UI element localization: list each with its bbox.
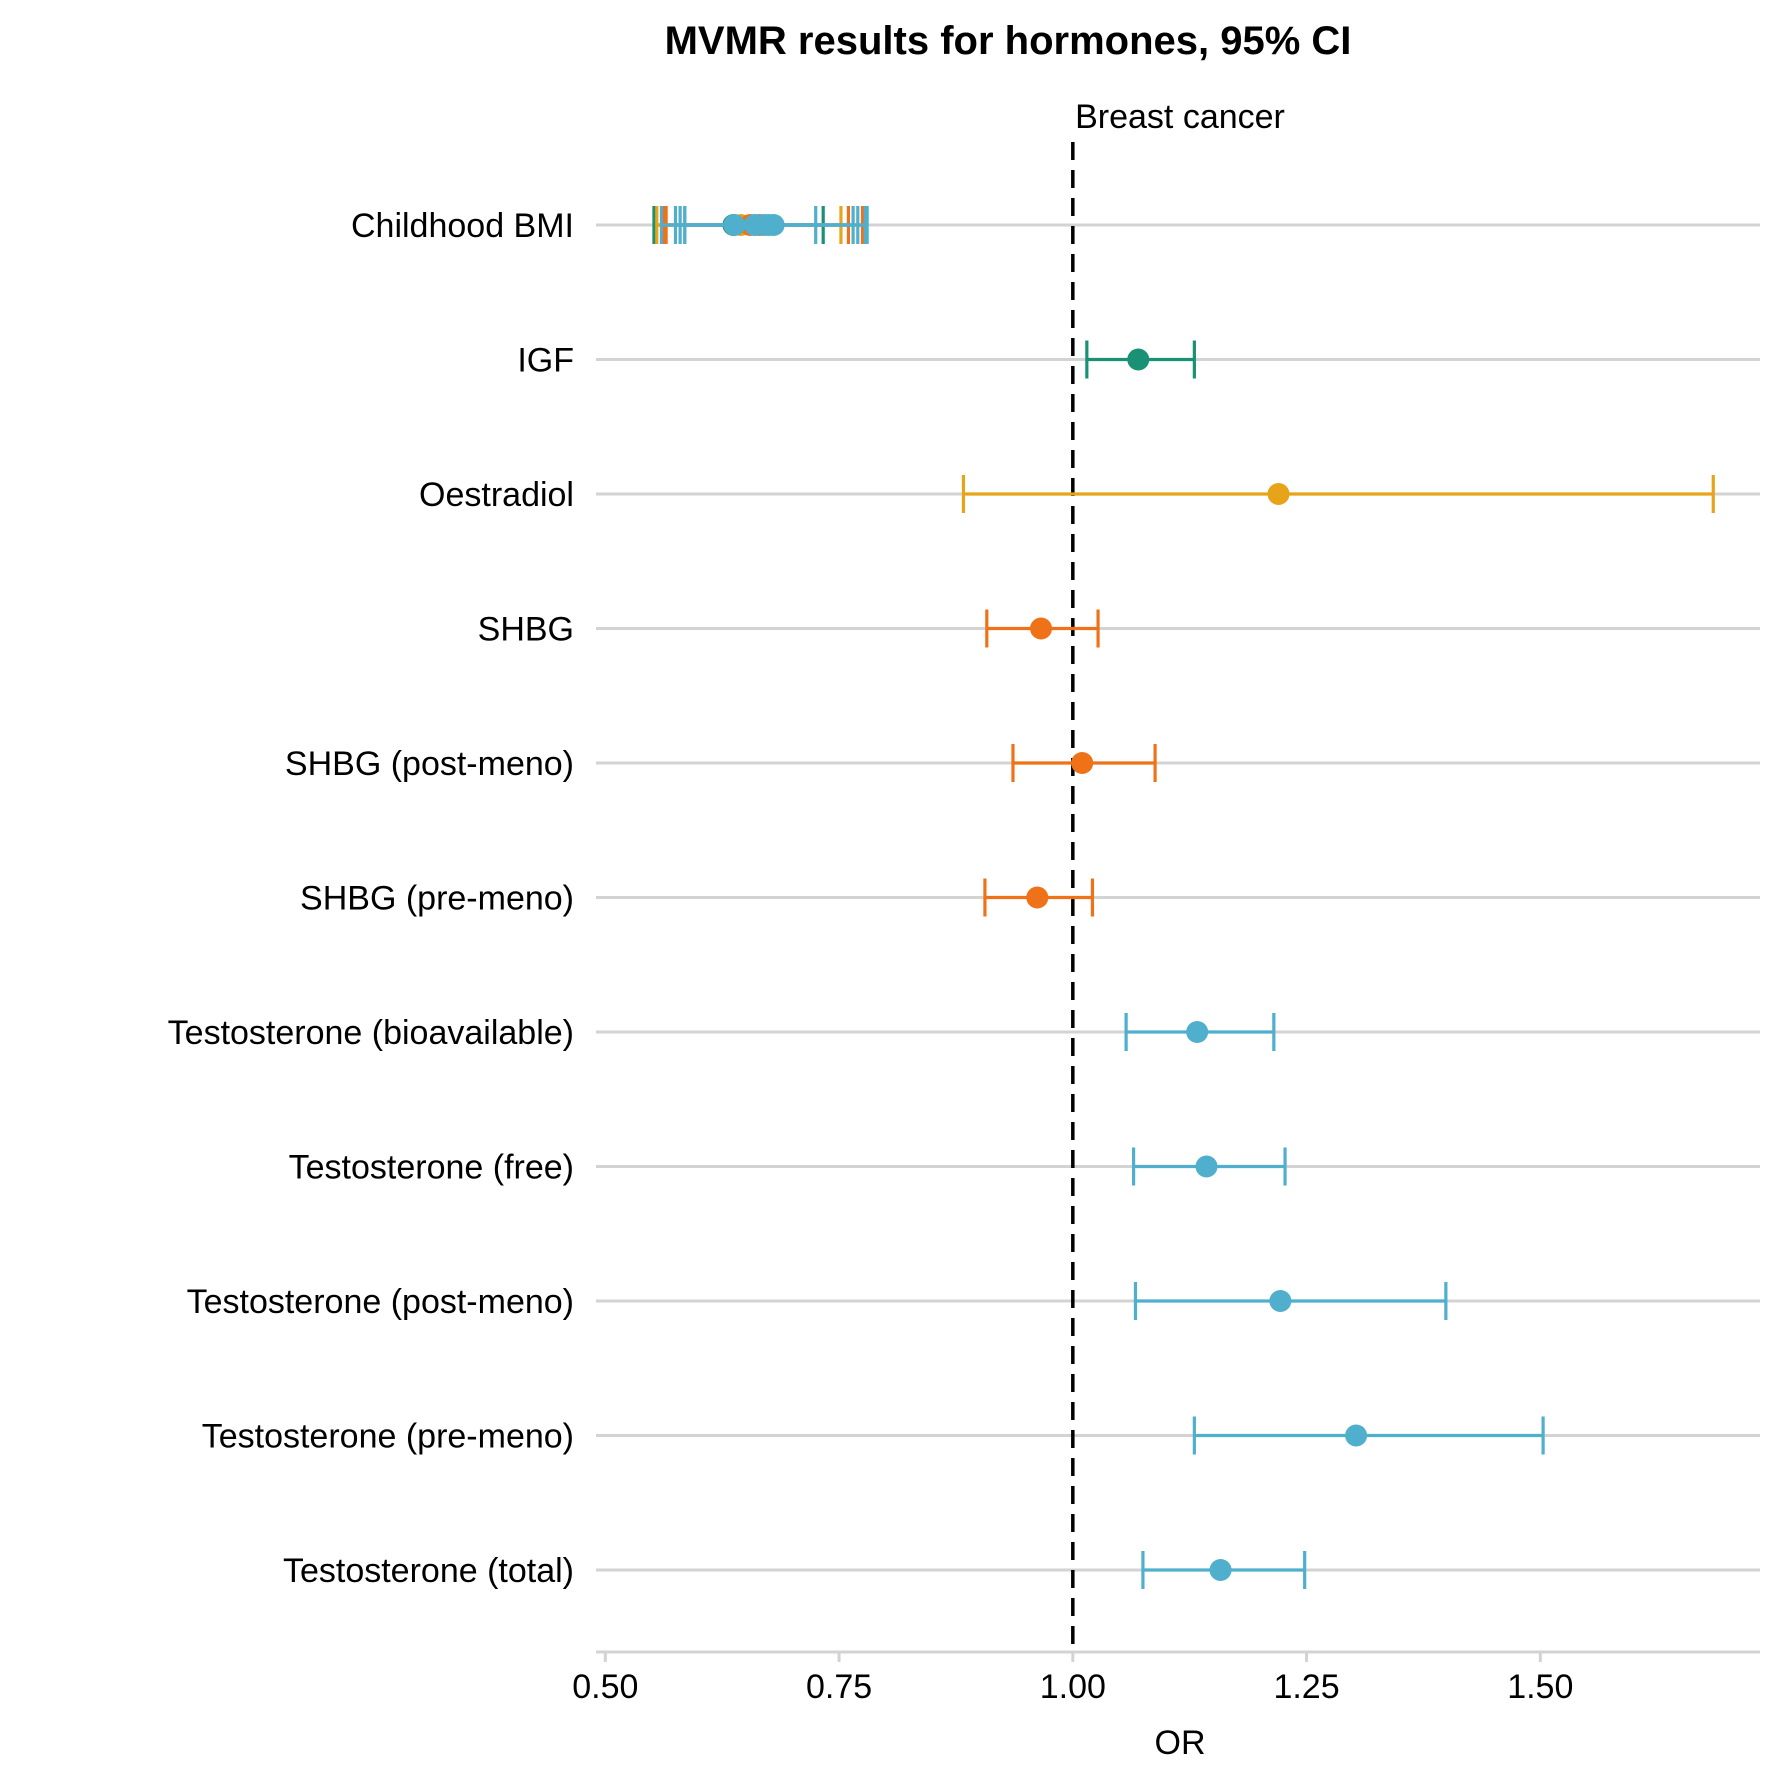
point-estimate xyxy=(1071,752,1094,774)
estimate xyxy=(985,609,1100,648)
x-ticks: 0.50 0.75 1.00 1.25 1.50 xyxy=(572,1652,1573,1706)
estimate xyxy=(659,206,818,244)
estimate xyxy=(1133,1282,1448,1320)
estimate xyxy=(1141,1551,1307,1589)
point-estimate xyxy=(1127,348,1150,371)
point-estimate xyxy=(1209,1559,1232,1581)
row-group: Childhood BMI IGF Oestradiol SHBG SHBG (post… xyxy=(168,207,1760,1590)
row-label: Testosterone (pre-meno) xyxy=(202,1418,574,1456)
point-estimate xyxy=(1195,1155,1218,1178)
row-label: SHBG xyxy=(478,611,574,649)
estimate xyxy=(1085,340,1196,379)
row-label: Testosterone (total) xyxy=(283,1552,574,1590)
chart-title: MVMR results for hormones, 95% CI xyxy=(665,19,1352,63)
x-tick-label: 0.75 xyxy=(806,1668,872,1706)
point-estimate xyxy=(1269,1290,1292,1312)
row-label: SHBG (pre-meno) xyxy=(300,880,574,918)
estimate xyxy=(1124,1013,1276,1051)
estimate xyxy=(1011,744,1157,782)
point-estimate xyxy=(723,214,746,236)
point-estimate xyxy=(1186,1021,1209,1043)
estimate xyxy=(983,878,1095,917)
row-label: Childhood BMI xyxy=(351,207,574,245)
x-tick-label: 1.50 xyxy=(1507,1668,1573,1706)
x-axis-label: OR xyxy=(1155,1724,1206,1762)
estimate xyxy=(1192,1416,1545,1455)
point-estimate xyxy=(1345,1424,1368,1447)
estimate xyxy=(961,475,1715,513)
x-tick-label: 0.50 xyxy=(572,1668,638,1706)
row-label: Testosterone (free) xyxy=(289,1149,574,1187)
point-estimate xyxy=(1267,483,1290,505)
estimate xyxy=(1131,1147,1287,1186)
x-tick-label: 1.25 xyxy=(1273,1668,1339,1706)
row-label: IGF xyxy=(517,342,574,380)
row-label: Testosterone (bioavailable) xyxy=(168,1014,574,1052)
point-estimate xyxy=(1030,617,1053,640)
row-label: SHBG (post-meno) xyxy=(285,745,574,783)
facet-label: Breast cancer xyxy=(1075,98,1285,136)
row-label: Oestradiol xyxy=(419,476,574,514)
estimate-marks xyxy=(652,206,1715,1589)
row-label: Testosterone (post-meno) xyxy=(187,1283,574,1321)
point-estimate xyxy=(1026,886,1049,909)
x-tick-label: 1.00 xyxy=(1040,1668,1106,1706)
